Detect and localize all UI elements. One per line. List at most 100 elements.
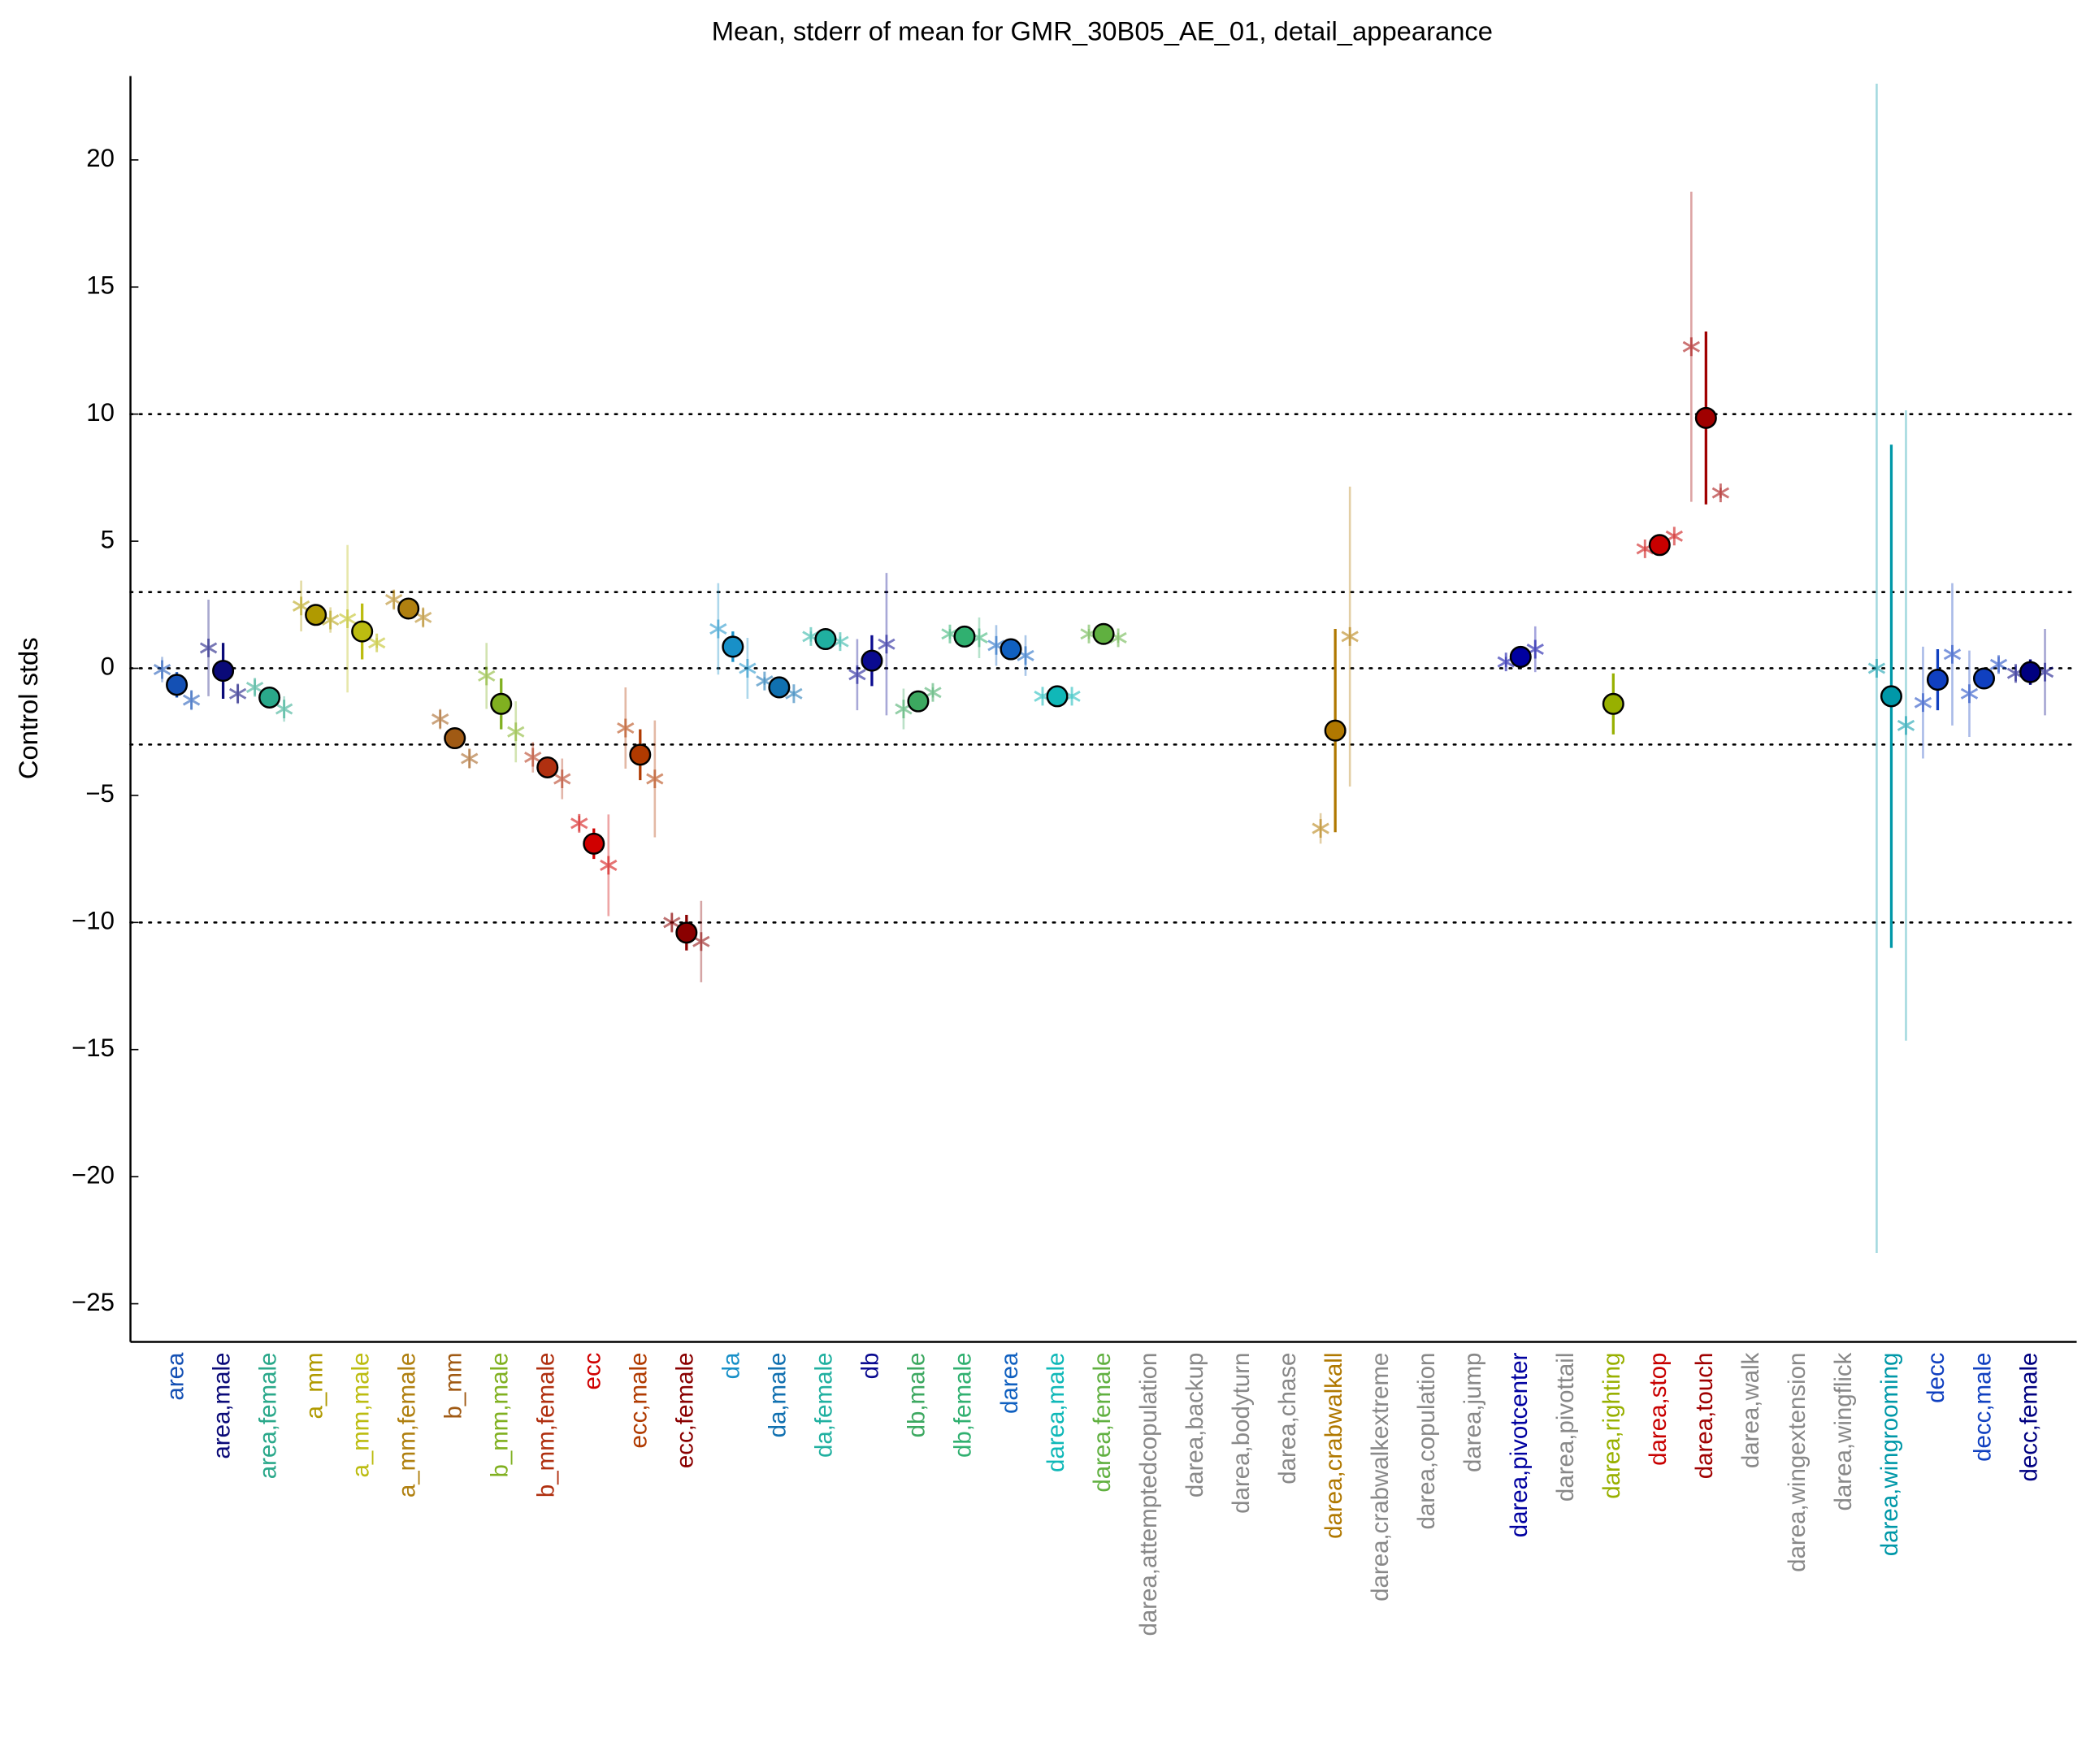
x-tick-label: a_mm,male xyxy=(347,1353,374,1478)
point-star xyxy=(1312,819,1329,839)
point-star xyxy=(709,619,727,639)
point-star xyxy=(1867,659,1886,678)
x-tick-label: darea,touch xyxy=(1691,1353,1718,1480)
y-tick-label: 20 xyxy=(86,144,115,172)
point-star xyxy=(1682,337,1700,357)
point-star xyxy=(182,691,201,710)
point-star xyxy=(153,660,171,679)
y-tick-label: 10 xyxy=(86,398,115,427)
point-star xyxy=(739,659,757,678)
mean-point xyxy=(2019,661,2042,683)
x-tick-label: darea,righting xyxy=(1598,1353,1625,1499)
mean-point xyxy=(1000,638,1022,661)
x-tick-label: darea,wingrooming xyxy=(1876,1353,1903,1557)
x-tick-label: darea,attemptedcopulation xyxy=(1135,1353,1162,1636)
mean-point xyxy=(1324,719,1347,742)
mean-point xyxy=(768,676,791,699)
mean-point xyxy=(166,674,189,696)
point-star xyxy=(1341,626,1359,646)
y-axis-label: Control stds xyxy=(13,637,43,779)
point-star xyxy=(1960,684,1979,704)
x-tick-label: darea,jump xyxy=(1459,1353,1486,1472)
x-tick-label: darea,stop xyxy=(1645,1353,1672,1466)
x-tick-label: darea,bodyturn xyxy=(1228,1353,1255,1514)
point-star xyxy=(461,749,479,769)
mean-point xyxy=(629,743,652,766)
x-tick-label: area,male xyxy=(208,1353,235,1459)
x-tick-label: b_mm xyxy=(440,1353,466,1419)
mean-point xyxy=(1602,692,1624,715)
mean-point xyxy=(351,620,374,643)
point-star xyxy=(617,718,635,738)
mean-point xyxy=(444,726,466,750)
x-tick-label: b_mm,female xyxy=(533,1353,560,1498)
x-tick-label: darea,crabwalkextreme xyxy=(1367,1353,1394,1601)
mean-point xyxy=(1092,622,1115,645)
x-tick-label: a_mm,female xyxy=(393,1353,420,1498)
x-tick-label: da xyxy=(718,1352,745,1379)
x-tick-label: da,female xyxy=(811,1353,838,1458)
point-star xyxy=(600,856,618,875)
x-tick-label: darea,chase xyxy=(1274,1353,1301,1484)
mean-point xyxy=(1926,669,1949,691)
point-star xyxy=(1989,655,2008,674)
mean-point xyxy=(722,635,744,658)
x-tick-label: darea,wingextension xyxy=(1784,1353,1811,1572)
mean-point xyxy=(212,660,235,683)
point-star xyxy=(478,666,496,686)
point-star xyxy=(570,813,588,833)
point-star xyxy=(245,678,264,697)
point-star xyxy=(878,635,896,654)
mean-point xyxy=(490,692,513,715)
y-tick-label: −15 xyxy=(72,1034,115,1062)
x-tick-label: darea,female xyxy=(1089,1353,1116,1493)
mean-point xyxy=(258,686,281,709)
x-tick-label: ecc xyxy=(579,1353,606,1390)
point-star xyxy=(646,769,664,789)
x-tick-label: darea,copulation xyxy=(1413,1353,1440,1530)
x-tick-label: db,male xyxy=(904,1353,930,1438)
y-tick-label: −25 xyxy=(72,1288,115,1316)
mean-point xyxy=(814,627,837,651)
mean-point xyxy=(1046,685,1069,708)
mean-point xyxy=(536,756,559,779)
y-tick-label: −5 xyxy=(85,779,114,808)
point-star xyxy=(1914,693,1932,713)
mean-point xyxy=(861,649,883,672)
y-tick-label: 0 xyxy=(101,652,115,681)
x-tick-label: db xyxy=(857,1353,884,1380)
point-star xyxy=(553,769,571,789)
point-star xyxy=(848,665,866,684)
x-tick-label: ecc,male xyxy=(626,1353,653,1449)
x-tick-label: decc,male xyxy=(1969,1353,1996,1462)
x-tick-label: a_mm xyxy=(301,1353,327,1419)
mean-point xyxy=(305,604,327,626)
point-star xyxy=(1897,716,1915,735)
y-tick-label: −10 xyxy=(72,907,115,935)
y-tick-label: −20 xyxy=(72,1160,115,1189)
x-tick-label: darea,pivottail xyxy=(1552,1353,1579,1502)
x-tick-label: darea,walk xyxy=(1737,1352,1764,1468)
mean-point xyxy=(1972,667,1996,690)
point-star xyxy=(524,748,542,767)
x-tick-label: darea,male xyxy=(1043,1353,1069,1472)
point-star xyxy=(275,700,293,719)
mean-point xyxy=(907,690,930,713)
point-star xyxy=(199,638,218,657)
x-tick-label: darea,crabwalkall xyxy=(1321,1353,1347,1539)
mean-point xyxy=(583,832,605,855)
mean-point xyxy=(1509,645,1532,668)
point-star xyxy=(432,709,449,729)
mean-point xyxy=(397,597,420,620)
y-tick-label: 5 xyxy=(101,525,115,553)
x-tick-label: darea,pivotcenter xyxy=(1506,1352,1533,1537)
x-tick-label: da,male xyxy=(765,1353,791,1438)
mean-point xyxy=(1648,534,1671,557)
x-tick-label: darea,backup xyxy=(1182,1353,1208,1498)
x-tick-label: darea xyxy=(996,1352,1023,1414)
x-tick-label: ecc,female xyxy=(672,1353,699,1468)
y-tick-label: 15 xyxy=(86,271,115,299)
point-star xyxy=(338,609,357,628)
